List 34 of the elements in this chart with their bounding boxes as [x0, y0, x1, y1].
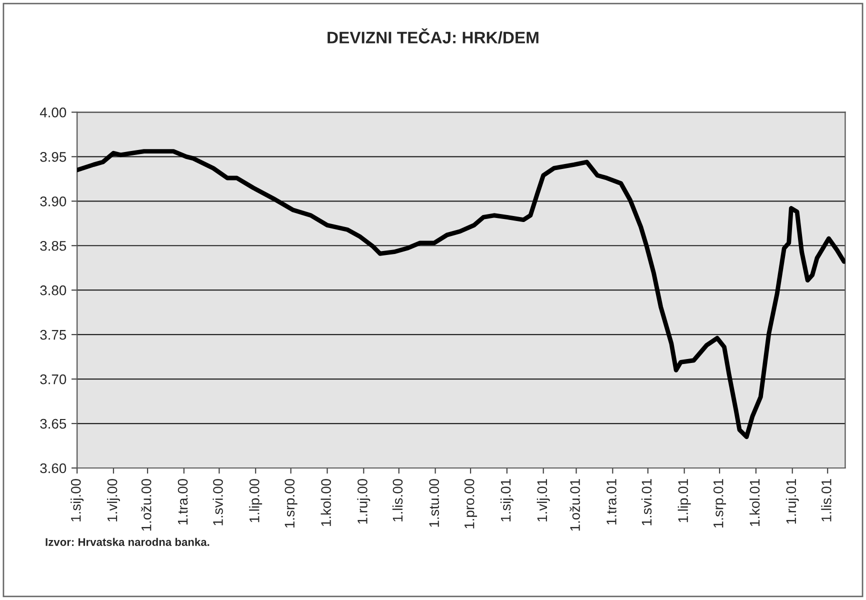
x-tick-label: 1.ruj.01 [786, 479, 799, 524]
y-tick-label: 3.80 [40, 285, 66, 296]
x-tick-label: 1.ožu.00 [141, 478, 152, 531]
x-tick-label: 1.stu.00 [429, 478, 440, 527]
x-tick-label: 1.vlj.00 [107, 478, 120, 522]
x-tick-label: 1.tra.00 [178, 478, 188, 524]
y-tick-label: 3.90 [40, 196, 66, 206]
y-tick-label: 3.95 [40, 152, 66, 162]
x-tick-label: 1.lip.00 [249, 478, 262, 522]
x-tick-label: 1.svi.00 [212, 478, 223, 526]
x-tick-label: 1.lip.01 [678, 479, 691, 522]
x-tick-label: 1.kol.00 [320, 478, 331, 526]
x-tick-label: 1.tra.01 [606, 479, 616, 524]
x-tick-label: 1.srp.00 [284, 478, 298, 528]
x-tick-label: 1.ožu.01 [570, 479, 580, 531]
x-tick-label: 1.ruj.00 [357, 478, 370, 524]
text: Izvor: Hrvatska narodna banka. [46, 538, 210, 546]
chart-title: DEVIZNI TEČAJ: HRK/DEM [328, 28, 538, 44]
line-series [77, 149, 846, 440]
y-tick-label: 3.75 [40, 330, 66, 340]
y-tick-label: 3.60 [40, 463, 66, 474]
x-tick-label: 1.svi.01 [641, 479, 652, 526]
x-tick-label: 1.sij.00 [70, 478, 84, 522]
x-tick-label: 1.pro.00 [464, 478, 478, 528]
x-tick-label: 1.sij.01 [500, 479, 514, 522]
y-tick-label: 4.00 [40, 108, 66, 118]
x-tick-label: 1.lis.00 [392, 478, 403, 522]
x-tick-label: 1.lis.01 [821, 479, 832, 522]
y-tick-label: 3.65 [40, 418, 66, 429]
x-tick-label: 1.vlj.01 [536, 479, 550, 522]
x-tick-label: 1.kol.01 [749, 479, 760, 526]
y-tick-label: 3.70 [40, 374, 66, 384]
y-tick-label: 3.85 [40, 240, 66, 251]
x-tick-label: 1.srp.01 [713, 479, 726, 528]
